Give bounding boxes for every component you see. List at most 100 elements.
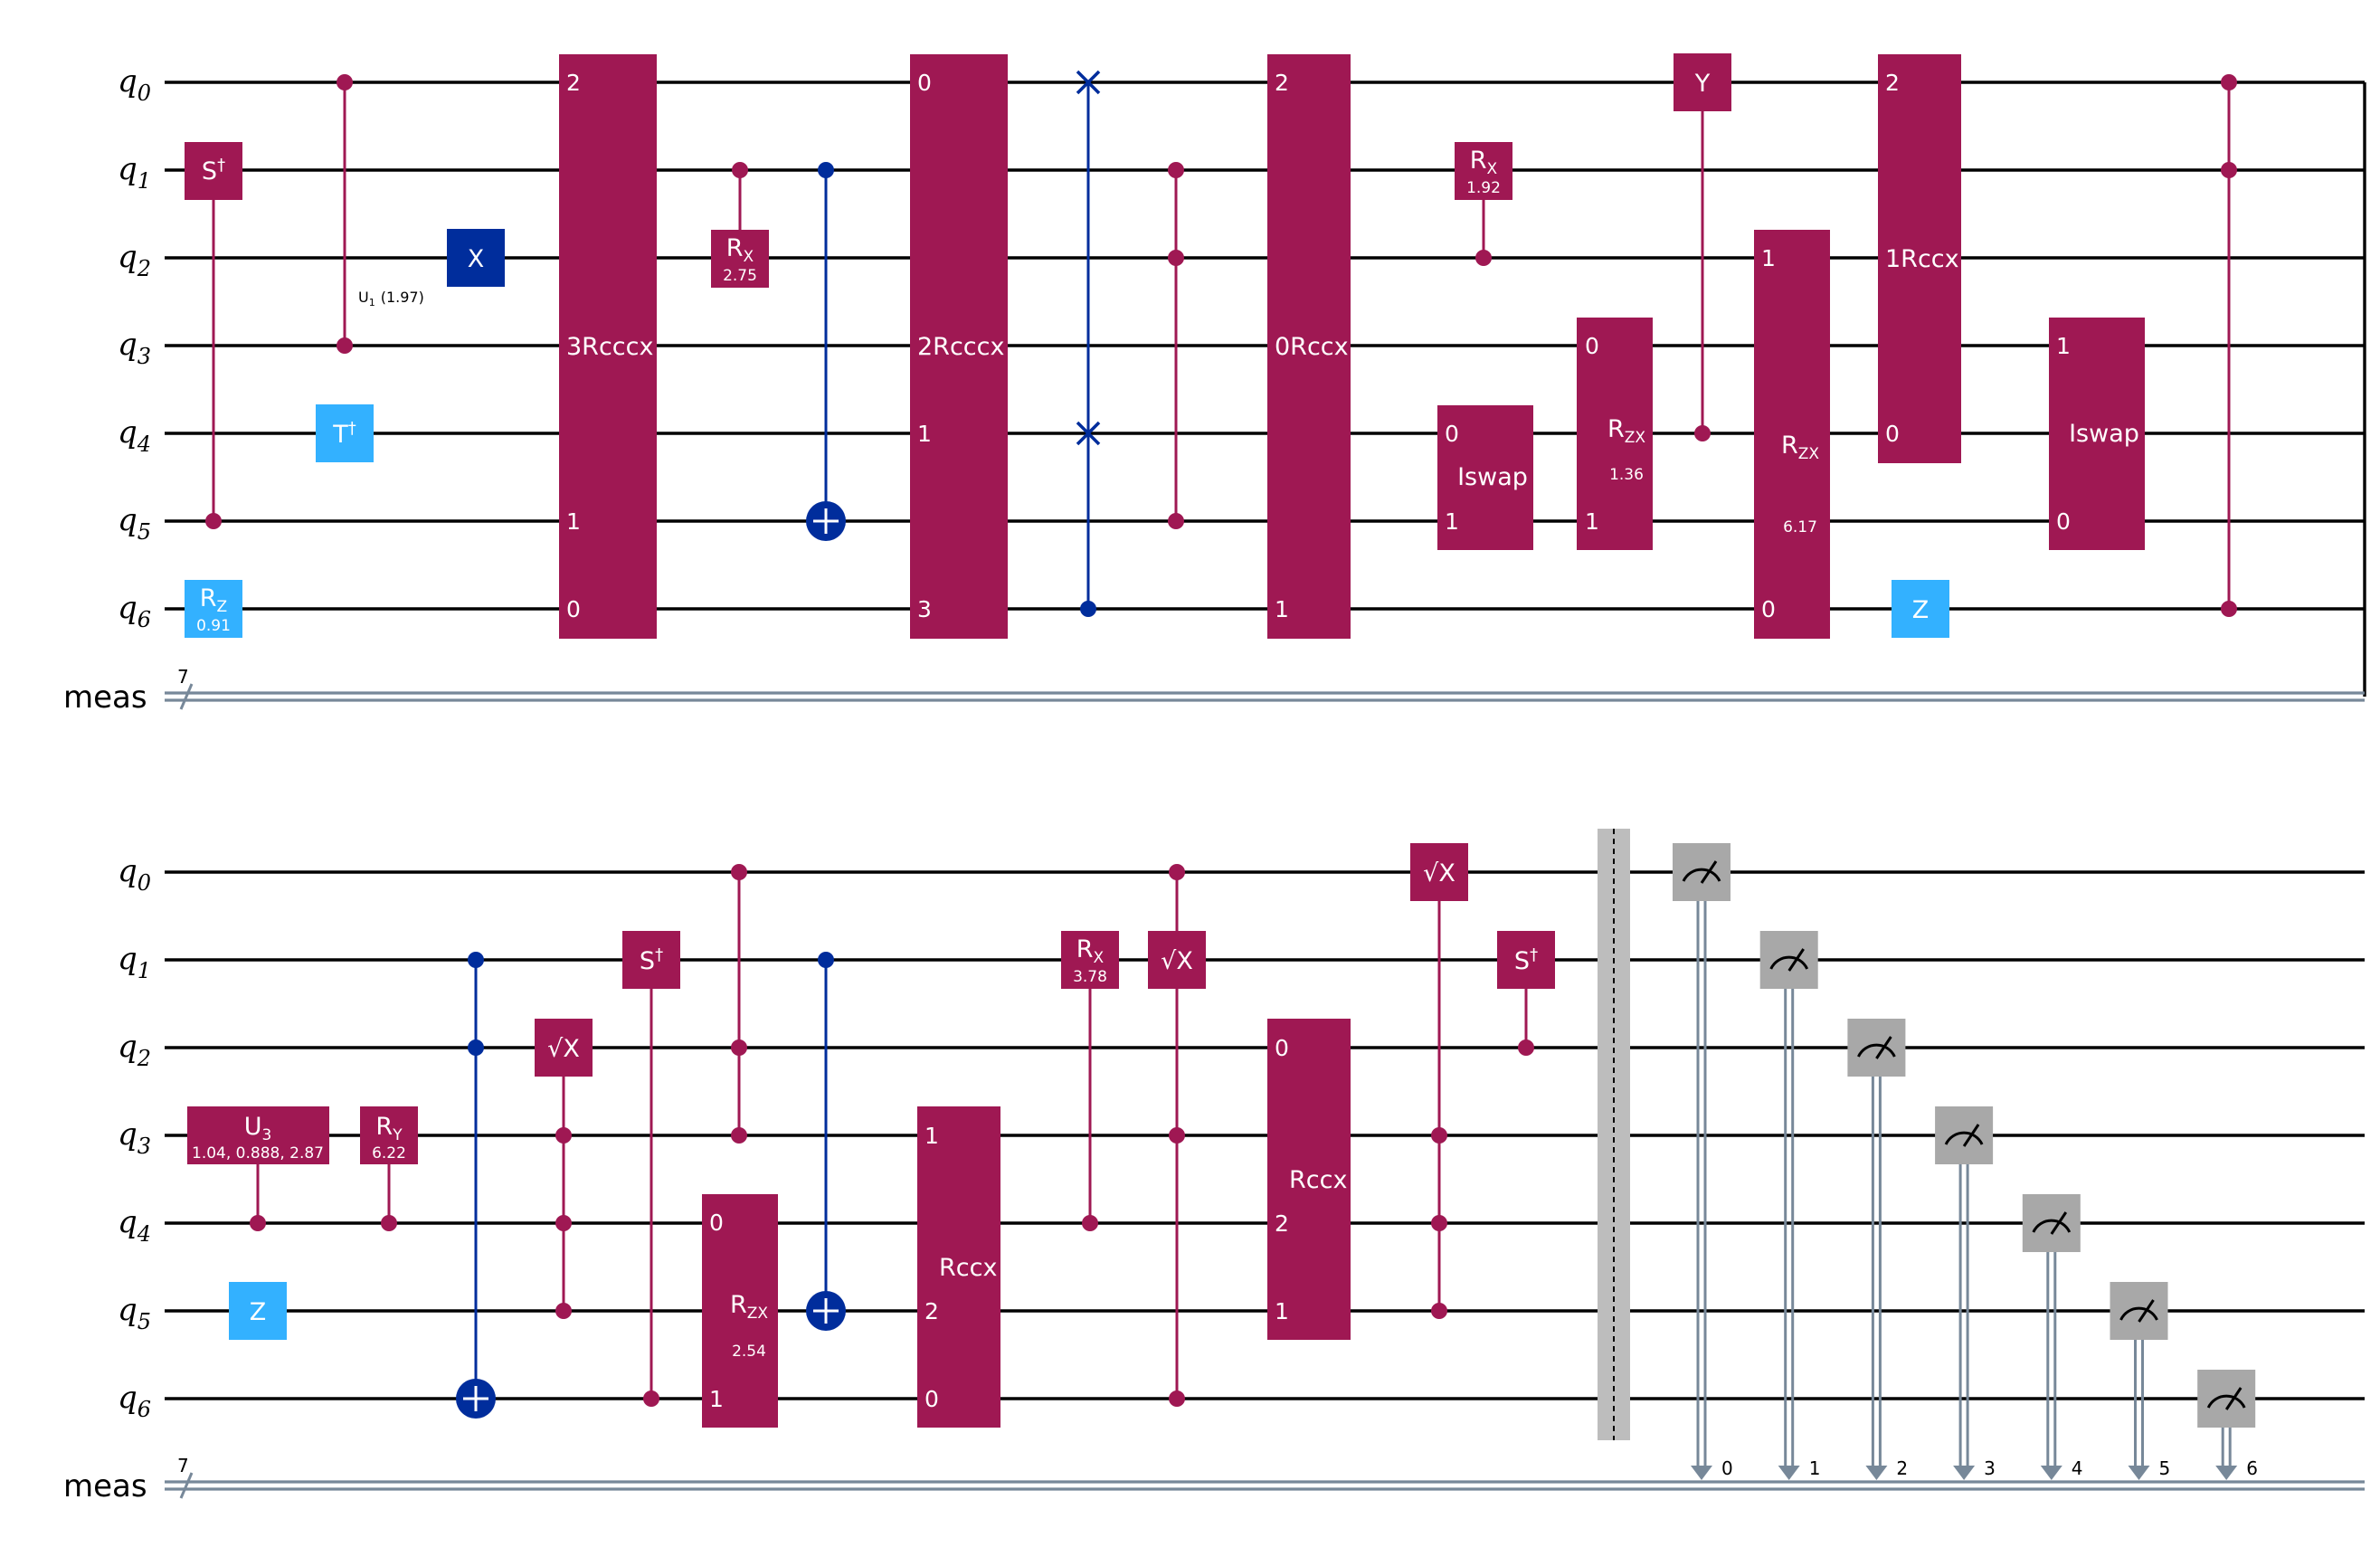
measure-box [2022, 1194, 2081, 1252]
control-dot [468, 1039, 484, 1056]
svg-text:RX: RX [726, 234, 754, 266]
gate-rzx-c: 0 RZX 2.54 1 [702, 1194, 778, 1428]
gate-rx-b: RX 1.92 [1455, 142, 1512, 266]
svg-text:2: 2 [1275, 70, 1289, 96]
gate-sx-a: √X [535, 1019, 593, 1319]
u1-annotation: U1 (1.97) [358, 289, 424, 308]
control-dot [1169, 1390, 1185, 1407]
measure-bit-label: 4 [2072, 1457, 2083, 1479]
svg-text:RZX: RZX [1781, 432, 1819, 463]
measure-bit-label: 0 [1721, 1457, 1733, 1479]
panel-2: 7 q0 q1 q2 q3 q4 q5 q6 meas U3 1.04, 0.8… [63, 829, 2365, 1504]
svg-text:1: 1 [1445, 508, 1459, 535]
gate-ccz-bot [731, 864, 747, 1144]
control-dot [250, 1215, 266, 1231]
qubit-label-q5: q5 [118, 502, 151, 545]
rx-a-box [711, 230, 769, 288]
gate-iswap-b: 1 Iswap 0 [2049, 318, 2145, 550]
qubit-label-q0: q0 [118, 63, 151, 106]
control-dot [731, 1039, 747, 1056]
qubit-label-q1: q1 [118, 941, 151, 983]
gate-rccx-e: 1 Rccx 2 0 [917, 1106, 1000, 1428]
gate-rzx-b: 1 RZX 6.17 0 [1754, 230, 1830, 639]
control-dot [468, 952, 484, 968]
measure-gate: 6 [2197, 1370, 2258, 1480]
control-dot [2221, 601, 2237, 617]
control-dot [2221, 162, 2237, 178]
gate-cx-bot [806, 952, 846, 1331]
svg-text:0: 0 [1885, 421, 1900, 447]
measure-bit-label: 1 [1809, 1457, 1821, 1479]
gate-x-top: X [447, 229, 505, 287]
svg-text:S†: S† [1514, 945, 1538, 975]
measure-box [1759, 931, 1818, 989]
panel-1-labels: q0 q1 q2 q3 q4 q5 q6 meas [63, 63, 151, 716]
svg-text:Z: Z [1912, 596, 1930, 624]
svg-text:Iswap: Iswap [2069, 420, 2139, 448]
meter-icon [2119, 1306, 2158, 1321]
sx-box [1148, 931, 1206, 989]
gate-sdg-a: S† [622, 931, 680, 1407]
svg-text:1: 1 [1275, 596, 1289, 622]
control-dot [731, 1127, 747, 1144]
measure-box [2197, 1370, 2256, 1428]
gate-rzx-a: 0 RZX 1.36 1 [1577, 318, 1653, 550]
measure-bit-label: 3 [1984, 1457, 1996, 1479]
sdg-box [1497, 931, 1555, 989]
svg-text:1: 1 [566, 508, 581, 535]
svg-text:3: 3 [917, 596, 932, 622]
svg-text:Z: Z [250, 1298, 267, 1326]
control-dot [1168, 250, 1184, 266]
svg-text:1.92: 1.92 [1466, 179, 1501, 197]
svg-text:6.17: 6.17 [1783, 518, 1817, 536]
panel-1-wires: 7 [165, 81, 2366, 710]
svg-text:√X: √X [547, 1035, 580, 1063]
sx-box [535, 1019, 593, 1077]
svg-text:1.04, 0.888, 2.87: 1.04, 0.888, 2.87 [192, 1144, 324, 1163]
meter-icon [1682, 868, 1721, 882]
rx-c-box [1061, 931, 1119, 989]
svg-text:√X: √X [1161, 947, 1193, 975]
z-box [229, 1282, 287, 1340]
svg-text:6.22: 6.22 [372, 1144, 406, 1163]
qubit-label-q6: q6 [118, 1380, 151, 1422]
svg-text:0: 0 [566, 596, 581, 622]
gate-u3: U3 1.04, 0.888, 2.87 [187, 1106, 329, 1231]
meter-icon [1857, 1043, 1896, 1058]
bus-slash [179, 1472, 194, 1499]
gate-rccx-f: 0 Rccx 2 1 [1267, 1019, 1351, 1340]
control-dot [818, 162, 834, 178]
gate-ccz-top-2 [2221, 74, 2237, 617]
svg-text:RZ: RZ [200, 584, 227, 616]
svg-text:1: 1 [1275, 1298, 1289, 1324]
control-dot [1169, 1127, 1185, 1144]
svg-text:S†: S† [640, 945, 663, 975]
svg-text:2.54: 2.54 [732, 1343, 766, 1361]
control-dot [1169, 864, 1185, 880]
panel-1: 7 q0 q1 q2 q3 q4 q5 q6 meas S† RZ 0.91 [63, 53, 2366, 716]
rx-b-box [1455, 142, 1512, 200]
gate-ccx-bot [456, 952, 496, 1419]
meter-icon [2032, 1219, 2072, 1233]
panel-2-labels: q0 q1 q2 q3 q4 q5 q6 meas [63, 853, 151, 1504]
svg-text:1Rccx: 1Rccx [1885, 245, 1959, 273]
svg-text:√X: √X [1423, 859, 1455, 887]
svg-text:U3: U3 [244, 1113, 272, 1144]
measure-bit-label: 5 [2159, 1457, 2171, 1479]
measure-box [2110, 1282, 2168, 1340]
barrier [1598, 829, 1630, 1440]
iswap-b-box [2049, 318, 2145, 550]
control-dot [2221, 74, 2237, 90]
classical-label: meas [63, 1468, 147, 1504]
svg-text:Rccx: Rccx [1289, 1166, 1347, 1194]
qubit-label-q1: q1 [118, 151, 151, 194]
rcccx-a-box [559, 54, 657, 639]
svg-text:1.36: 1.36 [1609, 466, 1644, 484]
classical-label: meas [63, 679, 147, 716]
gate-rx-a: RX 2.75 [711, 162, 769, 288]
measure-gate: 2 [1847, 1019, 1908, 1480]
bus-slash [179, 683, 194, 710]
meter-icon [1944, 1131, 1984, 1145]
svg-text:Y: Y [1694, 70, 1711, 98]
control-dot [555, 1215, 572, 1231]
